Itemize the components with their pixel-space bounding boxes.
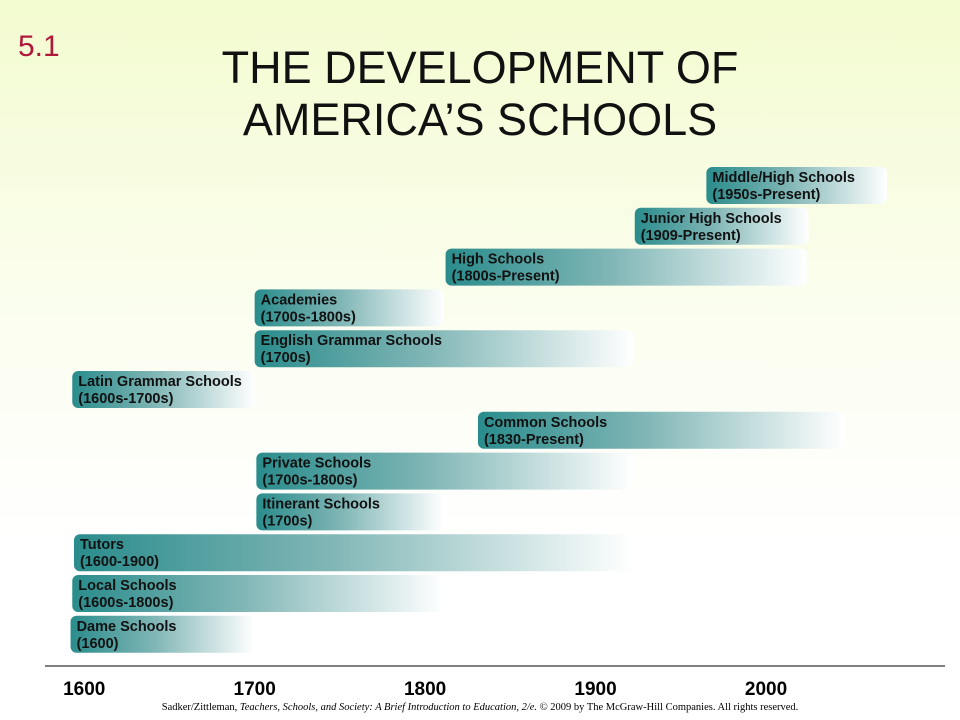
x-tick-label: 1700 <box>234 679 276 700</box>
timeline-bar-label: Junior High Schools <box>641 211 782 227</box>
timeline-bar-period: (1600) <box>77 636 119 652</box>
timeline-bar-rect <box>477 411 845 449</box>
timeline-bar: Latin Grammar Schools(1600s-1700s) <box>72 371 255 408</box>
timeline-bar-period: (1700s-1800s) <box>262 473 357 489</box>
timeline-bar-period: (1600s-1700s) <box>78 391 173 407</box>
timeline-bar: Dame Schools(1600) <box>70 615 255 653</box>
timeline-bar: English Grammar Schools(1700s) <box>254 330 634 368</box>
slide-title-line2: AMERICA’S SCHOOLS <box>242 94 718 145</box>
timeline-bar-label: Tutors <box>80 537 124 553</box>
timeline-bar-rect <box>634 207 809 245</box>
timeline-bar: Private Schools(1700s-1800s) <box>256 452 634 490</box>
timeline-bar-period: (1700s) <box>262 513 312 529</box>
timeline-bar-rect <box>254 289 444 327</box>
footer-book-title: Teachers, Schools, and Society: A Brief … <box>239 702 538 713</box>
timeline-bar-rect <box>73 534 634 572</box>
footer-copyright: © 2009 by The McGraw-Hill Companies. All… <box>539 702 799 713</box>
timeline-bar: Itinerant Schools(1700s) <box>256 493 444 531</box>
timeline-bar-label: Common Schools <box>484 415 607 431</box>
timeline-bar: Local Schools(1600s-1800s) <box>72 575 444 612</box>
timeline-bar-label: Private Schools <box>262 456 371 472</box>
timeline-bar-rect <box>72 575 444 612</box>
timeline-bar-period: (1909-Present) <box>641 228 741 244</box>
timeline-bar-rect <box>72 371 255 408</box>
timeline-bar-rect <box>254 330 634 368</box>
timeline-bar-period: (1950s-Present) <box>712 187 820 203</box>
timeline-bar: Tutors(1600-1900) <box>73 534 634 572</box>
x-tick-label: 1600 <box>63 679 105 700</box>
timeline-bar-rect <box>706 167 888 204</box>
slide-title-line1: THE DEVELOPMENT OF <box>221 42 739 93</box>
timeline-bar-label: Middle/High Schools <box>712 170 855 186</box>
timeline-bar-period: (1600-1900) <box>80 554 159 570</box>
timeline-bar-rect <box>256 493 444 531</box>
timeline-bar-label: Academies <box>261 292 338 308</box>
timeline-bar-rect <box>70 615 255 653</box>
timeline-bar: High Schools(1800s-Present) <box>445 248 807 286</box>
timeline-bar-label: English Grammar Schools <box>261 333 442 349</box>
timeline-bar-rect <box>445 248 807 286</box>
timeline-bar-period: (1600s-1800s) <box>78 595 173 611</box>
timeline-bar-rect <box>256 452 634 490</box>
timeline-bar-label: Latin Grammar Schools <box>78 374 242 390</box>
timeline-bar-period: (1800s-Present) <box>452 269 560 285</box>
timeline-bar-label: High Schools <box>452 252 545 268</box>
timeline-bar: Academies(1700s-1800s) <box>254 289 444 327</box>
timeline-bar-label: Itinerant Schools <box>262 496 380 512</box>
x-tick-label: 2000 <box>745 679 787 700</box>
timeline-bar-period: (1830-Present) <box>484 432 584 448</box>
copyright-footer: Sadker/Zittleman, Teachers, Schools, and… <box>0 702 960 713</box>
timeline-bar-label: Dame Schools <box>77 619 177 635</box>
timeline-bar: Common Schools(1830-Present) <box>477 411 845 449</box>
timeline-bar-period: (1700s) <box>261 350 311 366</box>
timeline-bar-label: Local Schools <box>78 578 176 594</box>
timeline-bar: Junior High Schools(1909-Present) <box>634 207 809 245</box>
timeline-bar: Middle/High Schools(1950s-Present) <box>706 167 888 204</box>
x-tick-label: 1800 <box>404 679 446 700</box>
timeline-bar-period: (1700s-1800s) <box>261 309 356 325</box>
slide-number: 5.1 <box>18 30 60 63</box>
x-tick-label: 1900 <box>574 679 616 700</box>
footer-authors: Sadker/Zittleman, <box>161 702 238 713</box>
